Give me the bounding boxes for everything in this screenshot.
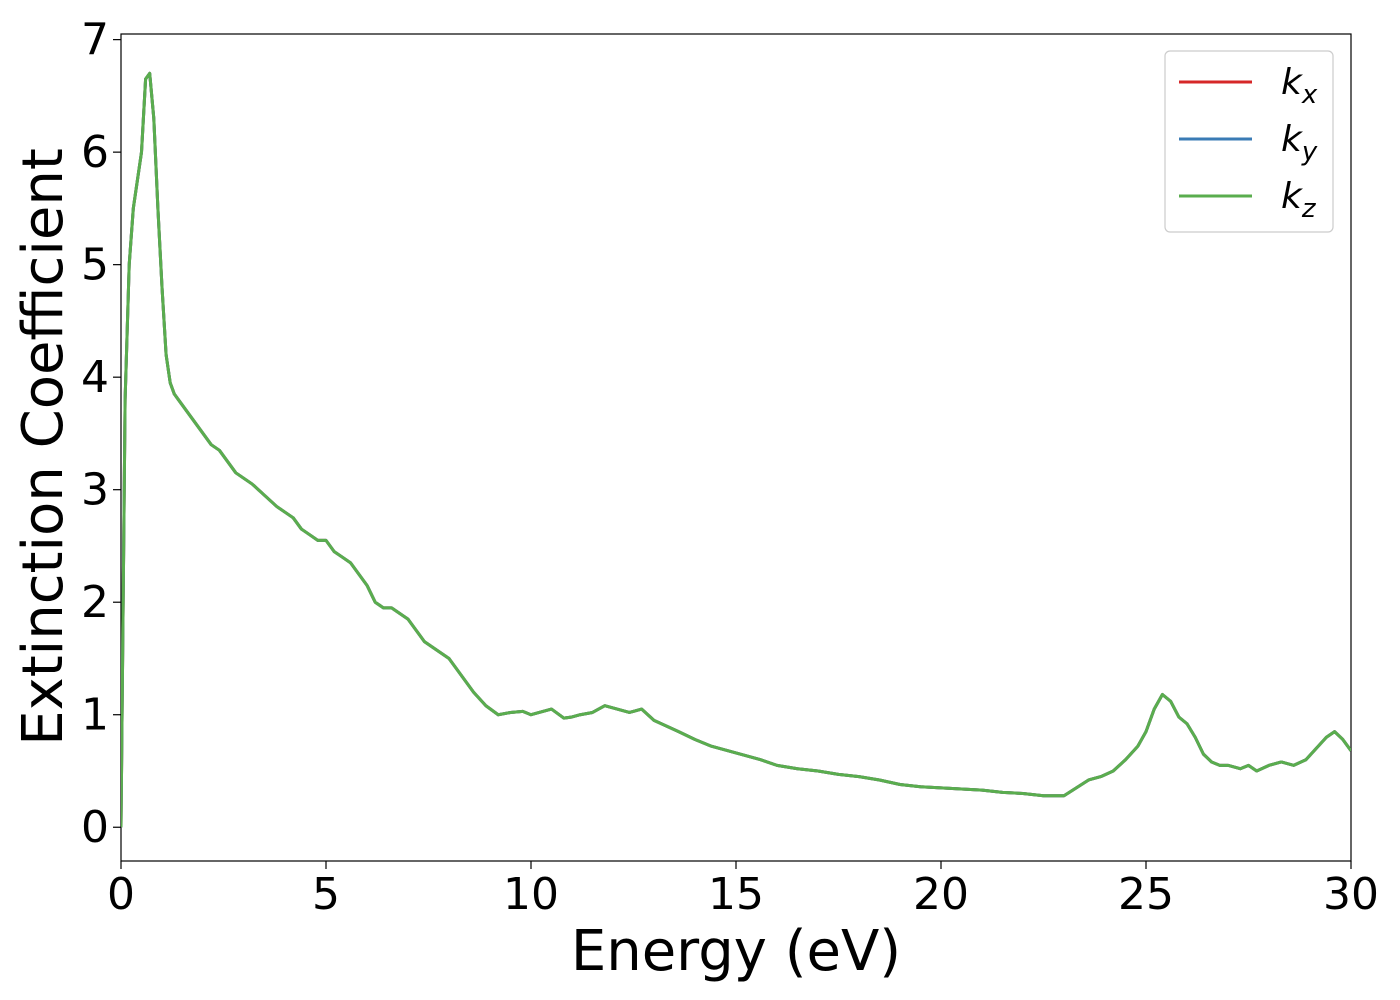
series-group [121, 71, 1351, 828]
legend: kx ky kz [1164, 50, 1334, 233]
y-tick-label: 7 [81, 15, 109, 66]
x-axis: 0 5 10 15 20 25 30 [107, 861, 1379, 920]
y-axis: 0 1 2 3 4 5 6 7 [81, 15, 121, 853]
legend-label-kz: kz [1281, 176, 1317, 224]
legend-box [1164, 50, 1334, 233]
x-tick-label: 20 [913, 869, 969, 920]
x-tick-label: 0 [107, 869, 135, 920]
y-tick-label: 6 [81, 127, 109, 178]
y-tick-label: 3 [81, 465, 109, 516]
x-axis-label: Energy (eV) [571, 919, 901, 984]
y-tick-label: 0 [81, 802, 109, 853]
plot-frame [120, 33, 1352, 862]
x-tick-label: 30 [1323, 869, 1379, 920]
y-tick-label: 4 [81, 352, 109, 403]
legend-label-kx: kx [1281, 62, 1318, 110]
legend-label-ky: ky [1281, 119, 1318, 167]
x-tick-label: 10 [503, 869, 559, 920]
y-tick-label: 1 [81, 690, 109, 741]
plot-area [120, 33, 1352, 862]
x-tick-label: 25 [1118, 869, 1174, 920]
x-tick-label: 5 [312, 869, 340, 920]
y-tick-label: 5 [81, 240, 109, 291]
y-tick-label: 2 [81, 577, 109, 628]
series-line-kz [121, 71, 1351, 828]
x-tick-label: 15 [708, 869, 764, 920]
y-axis-label: Extinction Coefficient [11, 148, 76, 746]
